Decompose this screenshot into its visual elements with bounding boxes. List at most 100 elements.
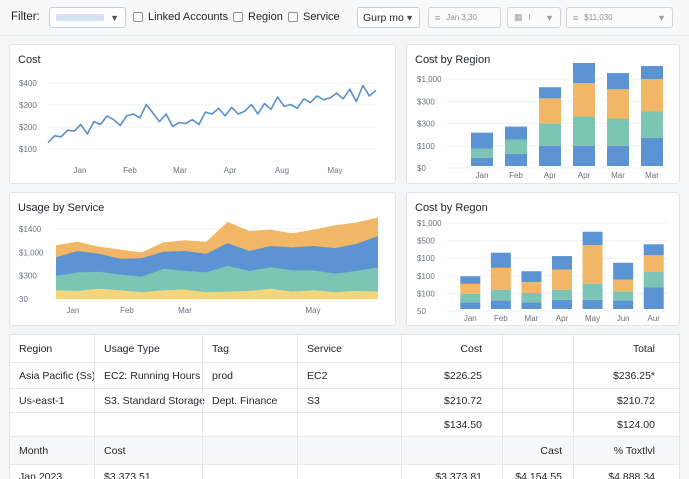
bar-segment [643, 287, 664, 309]
cost-series-line [47, 84, 377, 144]
x-tick-label: Feb [494, 314, 508, 323]
bar-segment [552, 269, 572, 290]
y-tick-label: $100 [417, 272, 435, 281]
region-checkbox[interactable]: Region [233, 11, 283, 23]
x-tick-label: Apr [556, 314, 569, 323]
chevron-down-icon: ▼ [405, 12, 414, 23]
column-divider [401, 335, 402, 479]
bar-segment [641, 111, 663, 138]
bar-segment [613, 300, 634, 309]
cost-by-regon-card: Cost by Regon $1,000 $500 $100 $100 $100 50 Ja… [406, 192, 680, 326]
bar-segment [607, 89, 629, 119]
table-cell: $3.373.81 [435, 471, 482, 479]
x-tick-label: Aur [647, 314, 660, 323]
col-header[interactable]: Cast [540, 444, 562, 457]
table-row[interactable]: Asia Pacific (Ss) EC2: Running Hours pro… [10, 363, 679, 389]
x-tick-label: May [305, 306, 320, 315]
bar-segment [471, 148, 493, 158]
bar-segment [460, 302, 481, 309]
chevron-down-icon: ▼ [110, 12, 119, 23]
y-tick-label: $300 [19, 272, 37, 281]
bar-segment [460, 293, 481, 303]
date-range-dropdown[interactable]: ≡ Jan 3,30 [428, 7, 501, 28]
bar-segment [521, 271, 542, 283]
x-tick-label: Mar [525, 314, 539, 323]
amount-dropdown[interactable]: ≡ $11,030 ▼ [566, 7, 673, 28]
column-divider [297, 335, 298, 479]
table-cell: Dept. Finance [212, 394, 278, 407]
col-header[interactable]: Tag [212, 342, 229, 355]
table-cell: prod [212, 369, 234, 382]
filter-label: Filter: [11, 11, 40, 23]
table-cell: EC2: Running Hours [104, 369, 201, 382]
bar-segment [539, 98, 561, 124]
x-tick-label: Apr [544, 171, 557, 180]
y-tick-label: $1400 [19, 225, 42, 234]
bar-segment [490, 300, 511, 309]
col-header[interactable]: Cost [104, 444, 126, 457]
col-header[interactable]: Usage Type [104, 342, 160, 355]
table-cell: $236.25* [612, 369, 655, 382]
col-header[interactable]: Region [19, 342, 53, 355]
bar-segment [607, 118, 629, 146]
table-row[interactable]: Jan 2023 $3.373.51 $3.373.81 $4.154.55 $… [10, 465, 679, 479]
checkbox-box[interactable] [288, 12, 298, 22]
list-icon: ≡ [435, 12, 441, 23]
bar-segment [460, 283, 481, 294]
table-cell: Jan 2023 [19, 471, 63, 479]
bar-segment [552, 256, 572, 270]
calendar-dropdown[interactable]: ▦ I ▼ [507, 7, 561, 28]
table-row[interactable]: $134.50 $124.00 [10, 413, 679, 437]
cost-card: Cost $400 $200 $200 $100 Jan Feb Mar Apr Aug May [9, 44, 396, 184]
cost-line-chart: $400 $200 $200 $100 Jan Feb Mar Apr Aug May [19, 79, 377, 175]
x-tick-label: Jun [617, 314, 630, 323]
card-title: Usage by Service [18, 202, 105, 214]
linked-accounts-checkbox[interactable]: Linked Accounts [133, 11, 228, 23]
area-series-2 [56, 265, 378, 299]
card-title: Cost [18, 54, 41, 66]
usage-area-chart: $1400 $1,000 $300 30 Jan Feb Mar May [19, 217, 378, 315]
filter-select[interactable]: ▼ [49, 7, 126, 28]
x-tick-label: Mar [178, 306, 192, 315]
y-tick-label: $1,000 [417, 75, 442, 84]
y-tick-label: $1,000 [19, 248, 44, 257]
bar-segment [539, 87, 561, 99]
y-tick-label: $300 [417, 97, 435, 106]
x-tick-label: Aug [275, 166, 289, 175]
col-header[interactable]: % Toxtlvl [613, 444, 655, 457]
chevron-down-icon: ▼ [657, 12, 666, 23]
x-tick-label: Jan [464, 314, 477, 323]
y-tick-label: $0 [417, 164, 426, 173]
x-tick-label: Mar [173, 166, 187, 175]
x-tick-label: Apr [224, 166, 237, 175]
col-header[interactable]: Total [632, 342, 655, 355]
bar-segment [643, 272, 664, 288]
bar-segment [582, 299, 603, 309]
checkbox-box[interactable] [133, 12, 143, 22]
group-by-select[interactable]: Gurp mo ▼ [357, 7, 420, 28]
bar-segment [643, 244, 664, 256]
bar-segment [505, 139, 527, 154]
service-checkbox[interactable]: Service [288, 11, 340, 23]
chevron-down-icon: ▼ [545, 12, 554, 23]
x-tick-label: Feb [509, 171, 523, 180]
bar-segment [539, 123, 561, 146]
bar-segment [521, 302, 542, 309]
table-cell: $124.00 [617, 418, 655, 431]
checkbox-label: Service [303, 11, 340, 23]
table-subheader-row: Month Cost Cast % Toxtlvl [10, 437, 679, 465]
column-divider [94, 335, 95, 479]
checkbox-box[interactable] [233, 12, 243, 22]
table-cell: Us-east-1 [19, 394, 65, 407]
col-header[interactable]: Month [19, 444, 49, 457]
amount-value: $11,030 [584, 13, 613, 22]
col-header[interactable]: Cost [460, 342, 482, 355]
checkbox-label: Linked Accounts [148, 11, 229, 23]
bar-segment [490, 267, 511, 290]
x-tick-label: Feb [120, 306, 134, 315]
col-header[interactable]: Service [307, 342, 343, 355]
y-tick-label: $200 [19, 101, 37, 110]
table-row[interactable]: Us-east-1 S3. Standard Storage Dept. Fin… [10, 389, 679, 413]
table-cell: Asia Pacific (Ss) [19, 369, 96, 382]
bar-segment [521, 282, 542, 294]
